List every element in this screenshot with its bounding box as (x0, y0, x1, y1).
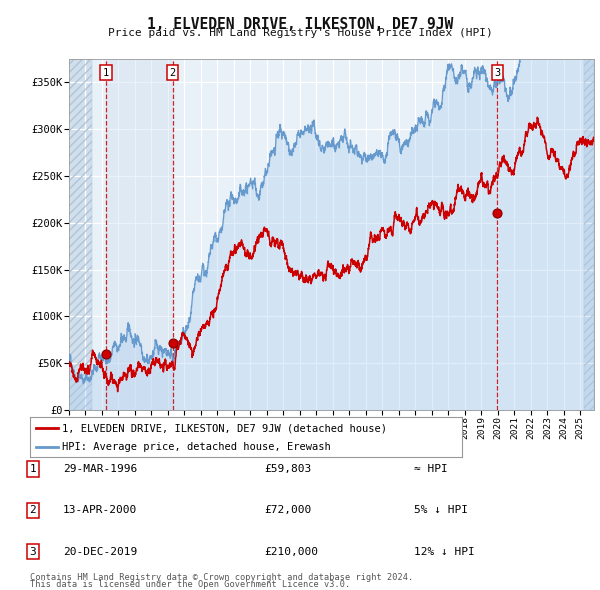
Text: 1: 1 (29, 464, 37, 474)
Text: £59,803: £59,803 (264, 464, 311, 474)
Text: 5% ↓ HPI: 5% ↓ HPI (414, 506, 468, 515)
Text: 2: 2 (169, 68, 176, 78)
Text: 1, ELVEDEN DRIVE, ILKESTON, DE7 9JW: 1, ELVEDEN DRIVE, ILKESTON, DE7 9JW (147, 17, 453, 31)
Text: Price paid vs. HM Land Registry's House Price Index (HPI): Price paid vs. HM Land Registry's House … (107, 28, 493, 38)
Bar (106, 59, 173, 410)
Text: 29-MAR-1996: 29-MAR-1996 (63, 464, 137, 474)
Text: ≈ HPI: ≈ HPI (414, 464, 448, 474)
Text: This data is licensed under the Open Government Licence v3.0.: This data is licensed under the Open Gov… (30, 580, 350, 589)
Text: 2: 2 (29, 506, 37, 515)
Text: £210,000: £210,000 (264, 547, 318, 556)
Text: Contains HM Land Registry data © Crown copyright and database right 2024.: Contains HM Land Registry data © Crown c… (30, 573, 413, 582)
Text: 1: 1 (103, 68, 109, 78)
Text: 13-APR-2000: 13-APR-2000 (63, 506, 137, 515)
Text: £72,000: £72,000 (264, 506, 311, 515)
Bar (584, 59, 594, 410)
Text: 20-DEC-2019: 20-DEC-2019 (63, 547, 137, 556)
Text: HPI: Average price, detached house, Erewash: HPI: Average price, detached house, Erew… (62, 442, 331, 452)
Text: 12% ↓ HPI: 12% ↓ HPI (414, 547, 475, 556)
Text: 3: 3 (29, 547, 37, 556)
Text: 1, ELVEDEN DRIVE, ILKESTON, DE7 9JW (detached house): 1, ELVEDEN DRIVE, ILKESTON, DE7 9JW (det… (62, 424, 388, 434)
Bar (69, 59, 92, 410)
Text: 3: 3 (494, 68, 500, 78)
